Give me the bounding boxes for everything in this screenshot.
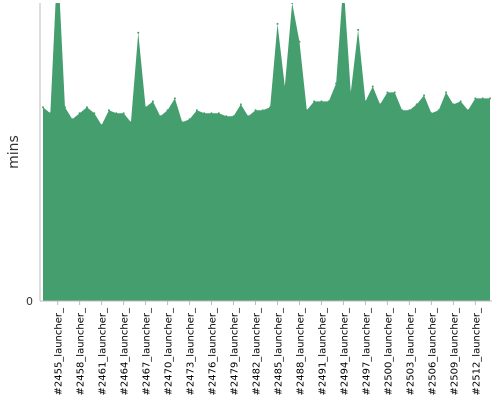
data-point bbox=[401, 109, 404, 112]
data-point bbox=[239, 103, 242, 106]
x-tick-label: #2455_launcher_ bbox=[54, 307, 65, 396]
x-tick-label: #2473_launcher_ bbox=[186, 307, 197, 396]
data-point bbox=[225, 115, 228, 118]
data-point bbox=[386, 91, 389, 94]
data-point bbox=[357, 28, 360, 31]
data-point bbox=[42, 106, 44, 109]
x-axis-ticks: #2455_launcher_ #2458_launcher_ #2461_laun… bbox=[54, 301, 482, 396]
y-tick-label: 0 bbox=[26, 295, 33, 308]
data-point bbox=[393, 91, 396, 94]
data-point bbox=[298, 40, 301, 43]
series-area bbox=[43, 3, 490, 301]
x-tick-label: #2476_launcher_ bbox=[208, 307, 219, 396]
data-point bbox=[254, 109, 257, 112]
data-point bbox=[188, 118, 191, 121]
x-tick-label: #2461_launcher_ bbox=[98, 307, 109, 396]
data-point bbox=[173, 97, 176, 100]
data-point bbox=[379, 103, 382, 106]
data-point bbox=[166, 109, 169, 112]
x-tick-label: #2458_launcher_ bbox=[76, 307, 87, 396]
data-point bbox=[313, 100, 316, 103]
data-point bbox=[291, 3, 294, 4]
data-point bbox=[85, 106, 88, 109]
x-tick-label: #2467_launcher_ bbox=[142, 307, 153, 396]
x-tick-label: #2509_launcher_ bbox=[449, 307, 460, 396]
data-point bbox=[371, 85, 374, 88]
data-point bbox=[115, 112, 118, 115]
data-point bbox=[100, 124, 103, 127]
data-point bbox=[327, 100, 330, 103]
x-tick-label: #2512_launcher_ bbox=[471, 307, 482, 396]
data-point bbox=[481, 97, 484, 100]
data-point bbox=[452, 103, 455, 106]
data-point bbox=[305, 109, 308, 112]
x-tick-label: #2485_launcher_ bbox=[273, 307, 284, 396]
data-point bbox=[349, 91, 352, 94]
x-tick-label: #2470_launcher_ bbox=[164, 307, 175, 396]
data-point bbox=[459, 100, 462, 103]
data-point bbox=[320, 100, 323, 103]
data-point bbox=[151, 100, 154, 103]
data-point bbox=[203, 112, 206, 115]
x-tick-label: #2482_launcher_ bbox=[252, 307, 263, 396]
data-point bbox=[137, 31, 140, 34]
x-tick-label: #2488_launcher_ bbox=[295, 307, 306, 396]
x-tick-label: #2491_launcher_ bbox=[317, 307, 328, 396]
data-point bbox=[423, 94, 426, 97]
data-point bbox=[107, 109, 110, 112]
data-point bbox=[445, 91, 448, 94]
x-tick-label: #2494_launcher_ bbox=[339, 307, 350, 396]
x-tick-label: #2503_launcher_ bbox=[405, 307, 416, 396]
plot-area bbox=[42, 3, 491, 301]
data-point bbox=[335, 82, 338, 85]
data-point bbox=[78, 112, 81, 115]
x-tick-label: #2464_launcher_ bbox=[120, 307, 131, 396]
data-point bbox=[467, 109, 470, 112]
data-point bbox=[195, 109, 198, 112]
data-point bbox=[93, 112, 96, 115]
data-point bbox=[247, 115, 250, 118]
data-point bbox=[437, 109, 440, 112]
data-point bbox=[122, 112, 125, 115]
data-point bbox=[261, 109, 264, 112]
data-point bbox=[63, 106, 66, 109]
x-tick-label: #2500_launcher_ bbox=[383, 307, 394, 396]
data-point bbox=[489, 97, 491, 100]
data-point bbox=[71, 118, 74, 121]
data-point bbox=[232, 115, 235, 118]
data-point bbox=[474, 97, 477, 100]
data-point bbox=[49, 112, 52, 115]
data-point bbox=[415, 103, 418, 106]
data-point bbox=[430, 112, 433, 115]
data-point bbox=[276, 22, 279, 25]
data-point bbox=[129, 121, 132, 124]
x-tick-label: #2479_launcher_ bbox=[230, 307, 241, 396]
data-point bbox=[210, 112, 213, 115]
data-point bbox=[283, 85, 286, 88]
data-point bbox=[408, 109, 411, 112]
data-point bbox=[159, 115, 162, 118]
data-point bbox=[364, 100, 367, 103]
data-point bbox=[181, 121, 184, 124]
x-tick-label: #2506_launcher_ bbox=[427, 307, 438, 396]
data-point bbox=[217, 112, 220, 115]
x-tick-label: #2497_launcher_ bbox=[361, 307, 372, 396]
y-axis-label: mins bbox=[6, 135, 22, 169]
data-point bbox=[269, 106, 272, 109]
data-point bbox=[144, 106, 147, 109]
